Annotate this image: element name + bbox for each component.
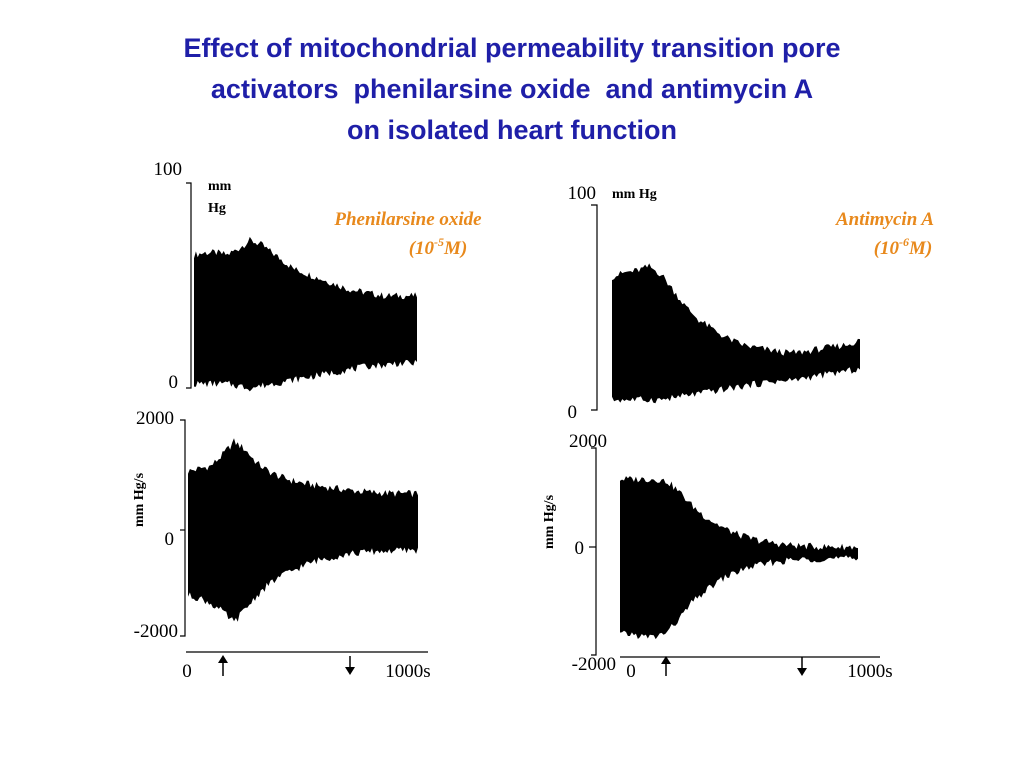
chart-title: Effect of mitochondrial permeability tra… xyxy=(0,28,1024,151)
trace-pressure-left xyxy=(194,236,417,392)
ytick-top-dpdt-right: 2000 xyxy=(569,431,607,452)
xtick-right-start: 0 xyxy=(626,661,636,682)
trace-dpdt-right xyxy=(620,476,858,640)
panel-pressure-left: 100 0 mm Hg Phenilarsine oxide (10-5M) xyxy=(154,159,483,393)
ytick-bottom-pressure-left: 0 xyxy=(169,372,179,393)
trace-dpdt-left xyxy=(188,438,418,622)
ytick-bottom-dpdt-right: -2000 xyxy=(572,654,616,675)
xtick-left-end: 1000s xyxy=(385,661,430,682)
drug-name-left: Phenilarsine oxide xyxy=(333,209,482,230)
ytick-mid-dpdt-left: 0 xyxy=(165,529,175,550)
arrow-up-left xyxy=(218,655,228,676)
ytick-top-pressure-left: 100 xyxy=(154,159,183,180)
ylabel-unit-line1: mm xyxy=(208,179,232,194)
concentration-right: (10-6M) xyxy=(874,235,933,259)
arrow-down-left xyxy=(345,656,355,675)
ylabel-unit-right: mm Hg xyxy=(612,187,657,202)
y-axis-dpdt-left xyxy=(180,419,186,637)
title-line-2: activators phenilarsine oxide and antimy… xyxy=(210,74,814,104)
xtick-right-end: 1000s xyxy=(847,661,892,682)
title-line-3: on isolated heart function xyxy=(346,115,677,145)
drug-name-right: Antimycin A xyxy=(835,209,934,230)
ytick-mid-dpdt-right: 0 xyxy=(575,538,585,559)
panel-pressure-right: 100 0 mm Hg Antimycin A (10-6M) xyxy=(568,183,935,423)
arrow-down-right xyxy=(797,657,807,676)
trace-pressure-right xyxy=(612,263,860,404)
panel-dpdt-left: 2000 0 -2000 mm Hg/s 0 1000s xyxy=(132,408,431,682)
ytick-bottom-dpdt-left: -2000 xyxy=(134,621,178,642)
ylabel-unit-line2: Hg xyxy=(208,201,226,216)
concentration-left: (10-5M) xyxy=(409,235,468,259)
y-axis-pressure-left xyxy=(186,182,192,389)
ylabel-dpdt-left: mm Hg/s xyxy=(132,472,147,527)
ytick-top-pressure-right: 100 xyxy=(568,183,597,204)
ylabel-dpdt-right: mm Hg/s xyxy=(542,494,557,549)
y-axis-dpdt-right xyxy=(591,447,597,656)
ytick-bottom-pressure-right: 0 xyxy=(568,402,578,423)
ytick-top-dpdt-left: 2000 xyxy=(136,408,174,429)
xtick-left-start: 0 xyxy=(182,661,192,682)
title-line-1: Effect of mitochondrial permeability tra… xyxy=(183,33,841,63)
arrow-up-right xyxy=(661,656,671,676)
y-axis-pressure-right xyxy=(591,204,598,411)
panel-dpdt-right: 2000 0 -2000 mm Hg/s 0 1000s xyxy=(542,431,893,682)
